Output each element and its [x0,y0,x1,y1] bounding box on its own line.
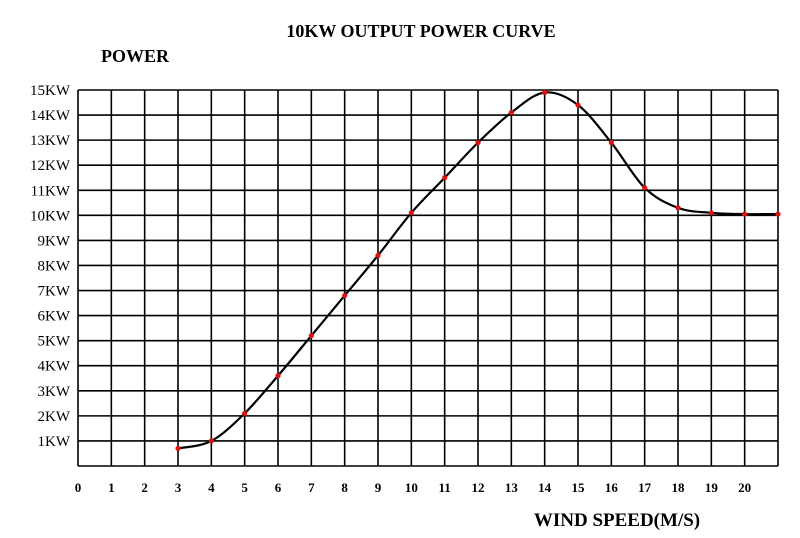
x-tick-label: 12 [472,480,485,495]
y-tick-label: 13KW [30,133,71,149]
x-tick-label: 4 [208,480,215,495]
x-tick-label: 19 [705,480,719,495]
data-point [408,210,414,216]
y-axis-label: POWER [101,46,170,66]
chart-title: 10KW OUTPUT POWER CURVE [286,21,555,41]
data-point [675,205,681,211]
x-tick-label: 9 [375,480,382,495]
data-point [375,252,381,259]
x-tick-label: 14 [538,480,552,495]
y-tick-label: 3KW [38,384,71,400]
y-tick-label: 11KW [31,183,71,199]
data-point [575,102,581,108]
x-tick-label: 0 [75,480,82,495]
x-tick-label: 3 [175,480,182,495]
y-tick-label: 10KW [30,208,71,224]
data-point [508,109,514,116]
x-tick-label: 20 [738,480,751,495]
y-tick-label: 1KW [38,434,71,450]
y-tick-labels: 1KW 2KW 3KW 4KW 5KW 6KW 7KW 8KW 9KW 10KW 11KW 12KW 1… [30,83,71,450]
data-point [708,210,714,216]
x-tick-label: 1 [108,480,115,495]
y-tick-label: 2KW [38,409,71,425]
x-axis-label: WIND SPEED(M/S) [534,510,700,531]
x-tick-label: 16 [605,480,619,495]
data-point [342,292,348,299]
y-tick-label: 4KW [38,359,71,375]
x-tick-label: 7 [308,480,315,495]
x-tick-label: 2 [141,480,148,495]
data-point [775,211,781,217]
data-point [208,438,214,444]
x-tick-label: 17 [638,480,652,495]
x-tick-label: 10 [405,480,418,495]
y-tick-label: 6KW [38,309,71,325]
data-point [542,89,548,96]
data-point [742,211,748,217]
data-point [475,140,481,146]
y-tick-label: 5KW [38,334,71,350]
y-tick-label: 12KW [30,158,71,174]
data-point [608,140,614,146]
y-tick-label: 15KW [30,83,71,99]
x-tick-label: 11 [439,480,451,495]
x-tick-labels: 0 1 2 3 4 5 6 7 8 9 10 11 12 13 14 15 16 17 18 19 20 [75,480,751,495]
data-point [242,410,248,416]
x-tick-label: 5 [241,480,248,495]
x-tick-label: 15 [572,480,586,495]
y-tick-label: 9KW [38,233,71,249]
y-tick-label: 7KW [38,284,71,300]
data-point [175,445,181,452]
data-point [308,333,314,339]
y-tick-label: 8KW [38,258,71,274]
x-tick-label: 13 [505,480,519,495]
plot-grid [77,89,779,467]
x-tick-label: 18 [672,480,686,495]
y-tick-label: 14KW [30,108,71,124]
data-point [442,175,448,181]
data-point [275,373,281,379]
data-point [642,185,648,191]
data-points [175,89,781,452]
x-tick-label: 6 [275,480,282,495]
x-tick-label: 8 [341,480,348,495]
